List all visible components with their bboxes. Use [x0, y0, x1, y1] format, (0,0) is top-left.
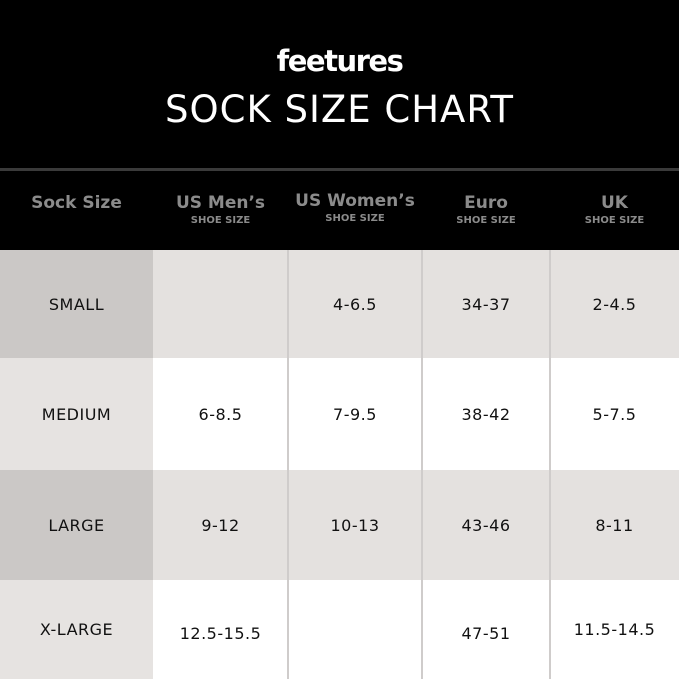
- table-row: X-LARGE 12.5-15.5 47-51 11.5-14.5: [0, 580, 679, 679]
- size-cell: 34-37: [461, 294, 511, 314]
- size-cell: 9-12: [201, 515, 240, 535]
- column-header-sub: SHOE SIZE: [456, 215, 516, 226]
- sock-size-cell: SMALL: [0, 250, 153, 358]
- size-cell: 47-51: [461, 624, 511, 643]
- size-cell: 43-46: [461, 515, 511, 535]
- size-cell: [288, 580, 422, 679]
- size-cell: 6-8.5: [198, 404, 243, 424]
- page-title: SOCK SIZE CHART: [165, 88, 514, 131]
- size-cell: 38-42: [461, 404, 511, 424]
- column-header-label: Euro: [464, 193, 508, 213]
- column-header-label: UK: [601, 193, 628, 213]
- table-row: MEDIUM 6-8.5 7-9.5 38-42 5-7.5: [0, 358, 679, 470]
- size-cell: 8-11: [595, 515, 634, 535]
- size-cell: 2-4.5: [592, 294, 637, 314]
- sock-size-cell: LARGE: [0, 470, 153, 580]
- banner: feetures SOCK SIZE CHART: [0, 0, 679, 169]
- size-cell: [153, 250, 288, 358]
- column-header-label: Sock Size: [31, 193, 122, 213]
- column-header-sub: SHOE SIZE: [190, 215, 251, 226]
- size-cell: 10-13: [330, 515, 380, 535]
- table-row: LARGE 9-12 10-13 43-46 8-11: [0, 470, 679, 580]
- divider: [0, 168, 679, 171]
- column-header-label: US Women’s: [295, 191, 415, 211]
- size-cell: 4-6.5: [333, 294, 377, 314]
- column-header-label: US Men’s: [175, 193, 266, 213]
- column-header-sub: SHOE SIZE: [325, 213, 385, 224]
- brand-logo: feetures: [276, 44, 404, 78]
- column-header: US Women’s SHOE SIZE: [288, 191, 422, 224]
- size-cell: 7-9.5: [333, 404, 377, 424]
- size-cell: 12.5-15.5: [179, 624, 262, 643]
- column-divider: [287, 250, 289, 679]
- column-header: US Men’s SHOE SIZE: [153, 193, 288, 226]
- size-cell: 5-7.5: [592, 404, 637, 424]
- column-header: Euro SHOE SIZE: [422, 193, 550, 226]
- column-header: UK SHOE SIZE: [550, 193, 679, 226]
- column-divider: [421, 250, 423, 679]
- column-header-sub: SHOE SIZE: [584, 215, 645, 226]
- sock-size-cell: MEDIUM: [0, 358, 153, 470]
- table-header: Sock Size US Men’s SHOE SIZE US Women’s SHOE…: [0, 171, 679, 250]
- table-row: SMALL 4-6.5 34-37 2-4.5: [0, 250, 679, 358]
- column-header: Sock Size: [0, 193, 153, 215]
- column-divider: [549, 250, 551, 679]
- size-cell: 11.5-14.5: [573, 620, 656, 639]
- sock-size-cell: X-LARGE: [0, 580, 153, 679]
